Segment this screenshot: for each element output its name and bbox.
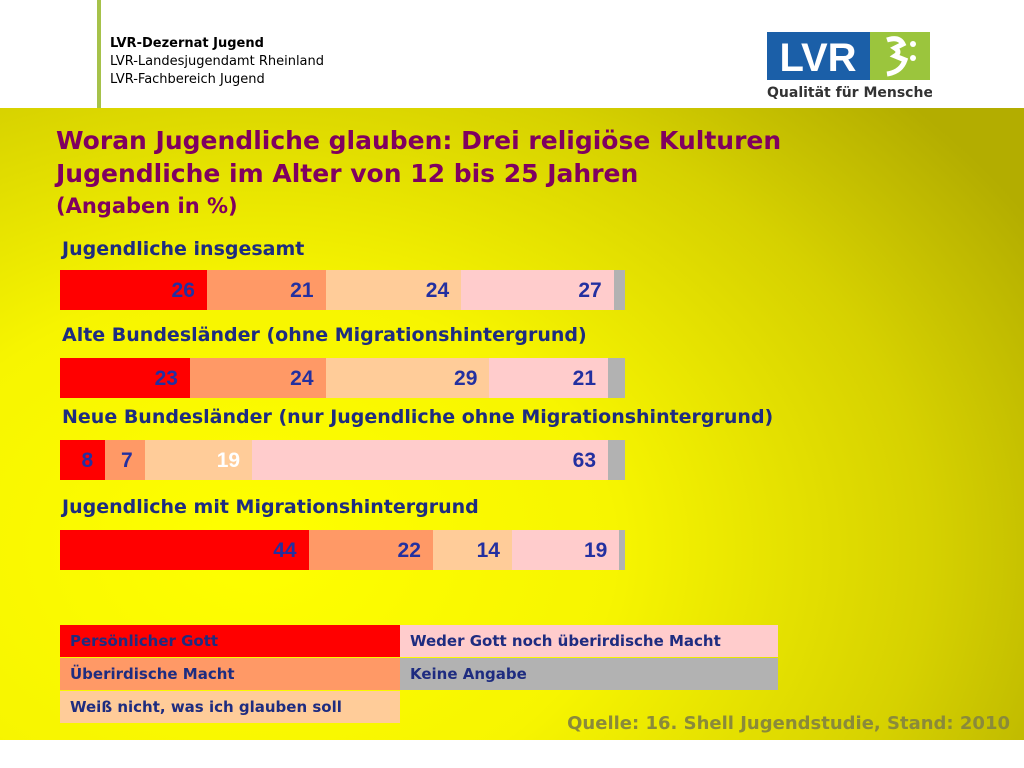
legend-label: Persönlicher Gott (70, 632, 219, 650)
bar-segment (613, 270, 625, 310)
legend-label: Keine Angabe (410, 665, 527, 683)
category-label: Jugendliche insgesamt (62, 238, 305, 260)
bar-segment: 19 (512, 530, 620, 570)
data-label: 44 (273, 539, 297, 562)
chart-subtitle: (Angaben in %) (56, 194, 238, 218)
bar-segment (608, 358, 625, 398)
data-label: 29 (454, 367, 478, 390)
bar-segment: 14 (432, 530, 512, 570)
header: LVR-Dezernat Jugend LVR-Landesjugendamt … (0, 0, 1024, 108)
legend-item-weiss-nicht: Weiß nicht, was ich glauben soll (60, 691, 400, 723)
logo-tagline: Qualität für Menschen (767, 85, 932, 101)
org-line-3: LVR-Fachbereich Jugend (110, 72, 265, 87)
bar-segment: 19 (144, 440, 253, 480)
legend-item-weder-gott: Weder Gott noch überirdische Macht (400, 625, 778, 657)
chart-title: Woran Jugendliche glauben: Drei religiös… (56, 124, 781, 190)
chart-title-line-1: Woran Jugendliche glauben: Drei religiös… (56, 126, 782, 155)
bar-segment (619, 530, 625, 570)
header-divider (97, 0, 101, 108)
legend-item-ueberirdische-macht: Überirdische Macht (60, 658, 400, 690)
bar-segment: 26 (60, 270, 207, 310)
legend-item-keine-angabe: Keine Angabe (400, 658, 778, 690)
stacked-bar: 44 22 14 19 (60, 530, 625, 570)
data-label: 27 (578, 279, 602, 302)
logo-text: LVR (779, 36, 856, 80)
bar-segment: 27 (461, 270, 614, 310)
data-label: 19 (216, 449, 241, 472)
data-label: 8 (81, 449, 94, 472)
data-label: 22 (397, 539, 421, 562)
org-line-1: LVR-Dezernat Jugend (110, 36, 264, 51)
stacked-bar: 23 24 29 21 (60, 358, 625, 398)
bar-segment: 21 (206, 270, 326, 310)
organization-block: LVR-Dezernat Jugend LVR-Landesjugendamt … (110, 35, 324, 89)
legend-label: Überirdische Macht (70, 665, 235, 683)
data-label: 26 (171, 279, 195, 302)
stacked-bar: 26 21 24 27 (60, 270, 625, 310)
bar-segment: 8 (60, 440, 106, 480)
data-label: 21 (572, 367, 597, 390)
bar-segment: 29 (325, 358, 490, 398)
legend: Persönlicher Gott Überirdische Macht Wei… (60, 625, 778, 723)
stacked-bar: 8 7 19 63 (60, 440, 625, 480)
category-label: Alte Bundesländer (ohne Migrationshinter… (62, 324, 587, 346)
footer-strip (0, 740, 1024, 768)
legend-item-persoenlicher-gott: Persönlicher Gott (60, 625, 400, 657)
bar-segment (608, 440, 625, 480)
bar-segment: 23 (60, 358, 190, 398)
logo-face-icon (886, 36, 909, 77)
chart-title-line-2: Jugendliche im Alter von 12 bis 25 Jahre… (56, 159, 639, 188)
bar-segment: 44 (60, 530, 309, 570)
org-line-2: LVR-Landesjugendamt Rheinland (110, 54, 325, 69)
data-label: 24 (290, 367, 314, 390)
data-label: 24 (425, 279, 450, 302)
data-label: 23 (154, 367, 178, 390)
lvr-logo: LVR Qualität für Menschen (767, 32, 932, 101)
category-label: Jugendliche mit Migrationshintergrund (62, 496, 479, 518)
legend-label: Weder Gott noch überirdische Macht (410, 632, 721, 650)
bar-segment: 21 (489, 358, 609, 398)
data-label: 19 (583, 539, 608, 562)
bar-segment: 22 (308, 530, 433, 570)
bar-segment: 7 (105, 440, 145, 480)
bar-segment: 24 (325, 270, 462, 310)
source-note: Quelle: 16. Shell Jugendstudie, Stand: 2… (567, 713, 1010, 734)
logo-blue-box (767, 32, 870, 80)
bar-segment: 63 (252, 440, 609, 480)
data-label: 63 (572, 449, 597, 472)
data-label: 21 (290, 279, 314, 302)
category-label: Neue Bundesländer (nur Jugendliche ohne … (62, 406, 774, 428)
data-label: 14 (476, 539, 500, 562)
legend-label: Weiß nicht, was ich glauben soll (70, 698, 342, 716)
bar-segment: 24 (189, 358, 326, 398)
data-label: 7 (121, 449, 133, 472)
